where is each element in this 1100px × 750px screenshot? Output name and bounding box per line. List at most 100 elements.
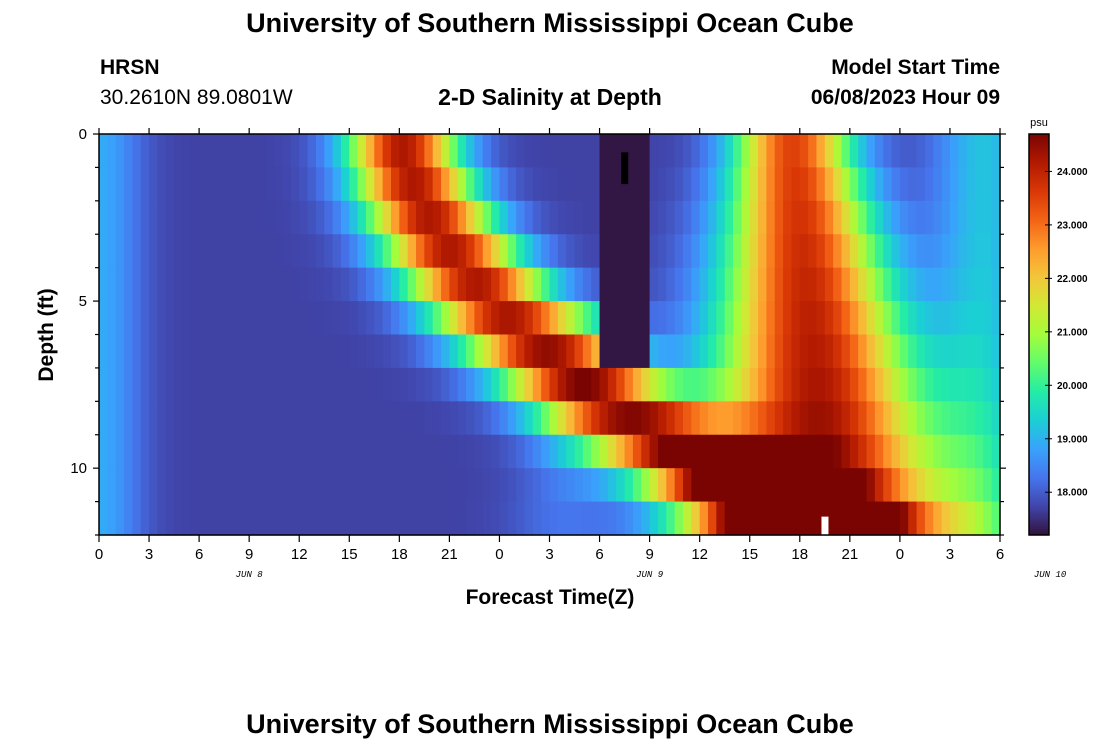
heatmap-cell	[624, 334, 634, 369]
heatmap-cell	[699, 334, 709, 369]
heatmap-cell	[182, 434, 192, 469]
heatmap-cell	[324, 334, 334, 369]
heatmap-cell	[874, 267, 884, 302]
heatmap-cell	[365, 501, 375, 536]
heatmap-cell	[507, 334, 517, 369]
heatmap-cells	[99, 134, 1001, 536]
heatmap-cell	[883, 134, 893, 169]
heatmap-cell	[808, 267, 818, 302]
heatmap-markers	[621, 152, 829, 535]
heatmap-cell	[883, 200, 893, 235]
heatmap-cell	[507, 501, 517, 536]
heatmap-cell	[966, 167, 976, 202]
heatmap-cell	[315, 267, 325, 302]
heatmap-cell	[941, 167, 951, 202]
x-tick-label: 15	[741, 546, 758, 563]
heatmap-cell	[265, 334, 275, 369]
heatmap-cell	[833, 501, 843, 536]
heatmap-cell	[499, 401, 509, 436]
heatmap-cell	[649, 167, 659, 202]
heatmap-cell	[340, 167, 350, 202]
heatmap-cell	[474, 234, 484, 269]
heatmap-cell	[966, 200, 976, 235]
heatmap-cell	[649, 434, 659, 469]
heatmap-cell	[224, 167, 234, 202]
heatmap-cell	[924, 334, 934, 369]
heatmap-cell	[190, 267, 200, 302]
heatmap-cell	[324, 200, 334, 235]
heatmap-cell	[541, 200, 551, 235]
heatmap-cell	[399, 434, 409, 469]
heatmap-cell	[382, 367, 392, 402]
heatmap-cell	[290, 200, 300, 235]
heatmap-cell	[491, 200, 501, 235]
heatmap-cell	[607, 200, 617, 235]
heatmap-cell	[833, 367, 843, 402]
heatmap-cell	[324, 234, 334, 269]
heatmap-cell	[182, 134, 192, 169]
heatmap-cell	[215, 367, 225, 402]
heatmap-cell	[532, 267, 542, 302]
heatmap-cell	[274, 367, 284, 402]
heatmap-cell	[332, 200, 342, 235]
heatmap-cell	[449, 200, 459, 235]
heatmap-cell	[816, 301, 826, 336]
heatmap-cell	[624, 134, 634, 169]
heatmap-cell	[674, 167, 684, 202]
heatmap-cell	[682, 134, 692, 169]
heatmap-cell	[866, 334, 876, 369]
heatmap-cell	[132, 501, 142, 536]
heatmap-cell	[808, 200, 818, 235]
heatmap-cell	[399, 234, 409, 269]
heatmap-cell	[716, 267, 726, 302]
heatmap-cell	[933, 200, 943, 235]
heatmap-cell	[140, 267, 150, 302]
heatmap-cell	[958, 501, 968, 536]
heatmap-cell	[257, 301, 267, 336]
heatmap-cell	[657, 267, 667, 302]
heatmap-cell	[716, 501, 726, 536]
heatmap-cell	[441, 501, 450, 536]
heatmap-cell	[249, 334, 259, 369]
heatmap-cell	[207, 267, 217, 302]
heatmap-cell	[332, 468, 342, 503]
heatmap-cell	[541, 468, 551, 503]
heatmap-cell	[299, 134, 309, 169]
heatmap-cell	[432, 234, 442, 269]
heatmap-cell	[799, 200, 809, 235]
heatmap-cell	[724, 501, 734, 536]
heatmap-cell	[591, 167, 601, 202]
heatmap-cell	[783, 301, 793, 336]
heatmap-cell	[641, 501, 651, 536]
heatmap-cell	[524, 200, 534, 235]
heatmap-cell	[899, 501, 909, 536]
heatmap-cell	[432, 401, 442, 436]
heatmap-cell	[457, 367, 467, 402]
heatmap-cell	[499, 301, 509, 336]
heatmap-cell	[282, 401, 292, 436]
heatmap-cell	[416, 334, 425, 369]
heatmap-cell	[799, 134, 809, 169]
heatmap-cell	[516, 134, 526, 169]
heatmap-cell	[833, 234, 843, 269]
heatmap-cell	[365, 468, 375, 503]
heatmap-cell	[474, 434, 484, 469]
heatmap-cell	[858, 234, 868, 269]
heatmap-cell	[808, 434, 818, 469]
heatmap-cell	[766, 401, 776, 436]
heatmap-cell	[858, 334, 868, 369]
heatmap-cell	[933, 334, 943, 369]
heatmap-cell	[157, 468, 167, 503]
heatmap-cell	[582, 401, 592, 436]
heatmap-cell	[974, 301, 984, 336]
heatmap-cell	[124, 134, 133, 169]
heatmap-cell	[232, 401, 242, 436]
heatmap-cell	[416, 434, 425, 469]
heatmap-cell	[507, 200, 517, 235]
heatmap-cell	[691, 267, 701, 302]
heatmap-cell	[407, 234, 417, 269]
heatmap-cell	[174, 468, 184, 503]
heatmap-cell	[941, 367, 951, 402]
heatmap-cell	[232, 234, 242, 269]
